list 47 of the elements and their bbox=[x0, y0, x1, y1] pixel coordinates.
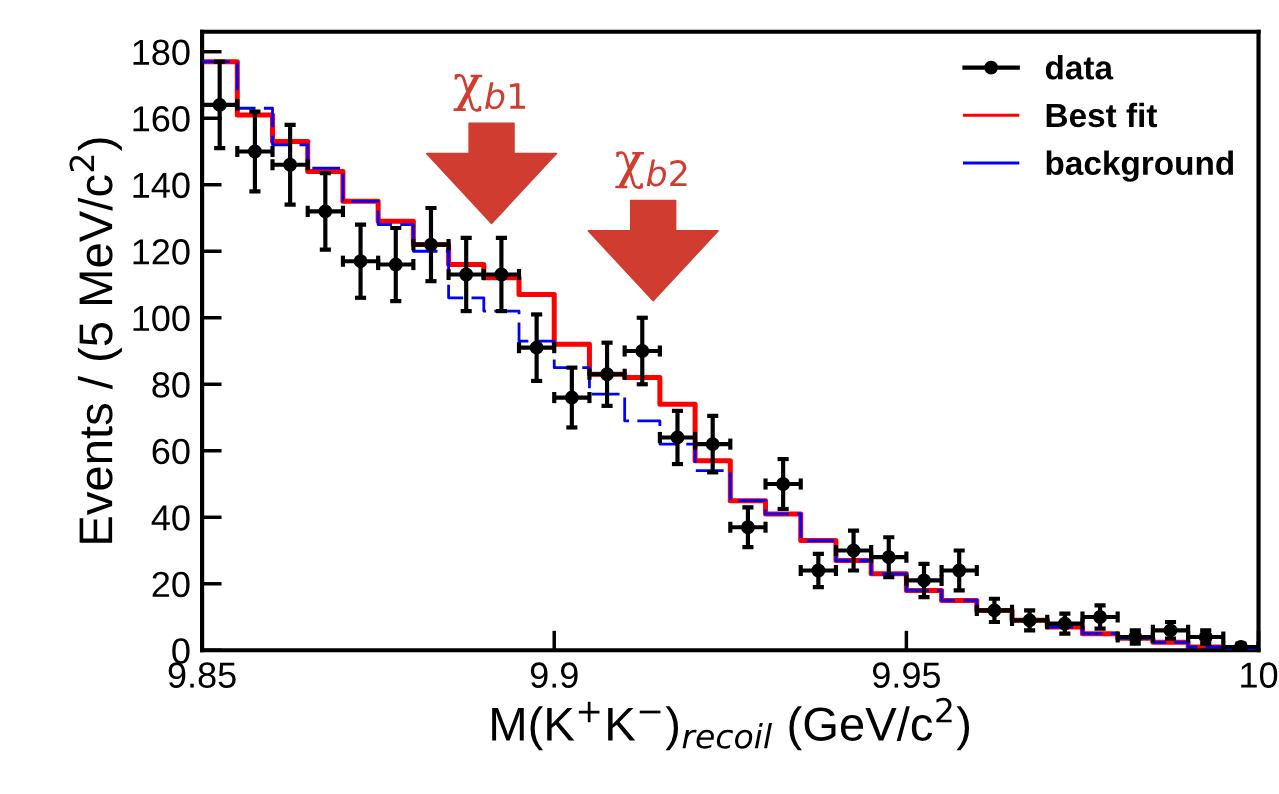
point bbox=[740, 520, 755, 535]
point bbox=[459, 267, 474, 282]
point bbox=[529, 340, 544, 355]
y-tick-label: 140 bbox=[133, 172, 190, 199]
y-tick-label: 60 bbox=[152, 438, 190, 465]
point bbox=[635, 344, 650, 358]
y-tick-label: 40 bbox=[151, 505, 190, 531]
legend-label: background bbox=[1046, 150, 1234, 182]
point bbox=[670, 430, 685, 445]
point bbox=[881, 550, 896, 565]
legend-label: data bbox=[1045, 55, 1114, 80]
text: M(K$^{+}$K$^{−}$)$_{recoil}$ (GeV/c$^{2}$) bbox=[492, 697, 970, 751]
point bbox=[318, 204, 333, 219]
x-tick-label: 9.95 bbox=[872, 662, 941, 688]
point bbox=[917, 573, 931, 588]
point bbox=[564, 390, 579, 405]
x-tick-label: 9.9 bbox=[530, 662, 578, 688]
annotation: χ$_{b2}$ bbox=[615, 151, 687, 189]
point bbox=[212, 97, 227, 112]
point bbox=[283, 157, 298, 172]
point bbox=[388, 257, 403, 272]
y-axis-title: Events / (5 MeV/c$^{2}$) bbox=[69, 138, 122, 543]
point bbox=[247, 144, 262, 159]
point bbox=[1093, 610, 1108, 624]
point bbox=[987, 603, 1002, 618]
point bbox=[494, 267, 509, 282]
point bbox=[846, 543, 861, 558]
point bbox=[952, 563, 967, 578]
x-tick-label: 10 bbox=[1241, 662, 1278, 688]
y-tick-label: 120 bbox=[133, 239, 190, 265]
y-tick-label: 100 bbox=[133, 305, 190, 332]
legend-label: Best fit bbox=[1046, 102, 1158, 128]
point bbox=[353, 254, 368, 269]
y-tick-label: 160 bbox=[133, 106, 190, 132]
point bbox=[811, 563, 826, 578]
y-tick-label: 0 bbox=[172, 638, 190, 664]
point bbox=[424, 237, 438, 252]
point bbox=[776, 477, 791, 491]
point bbox=[1163, 623, 1178, 638]
point bbox=[705, 437, 720, 452]
point bbox=[1233, 640, 1248, 651]
point bbox=[600, 367, 615, 382]
x-tick-label: 9.85 bbox=[168, 662, 236, 688]
y-tick-label: 20 bbox=[152, 571, 190, 598]
y-tick-label: 180 bbox=[133, 39, 190, 66]
y-tick-label: 80 bbox=[152, 372, 190, 398]
annotation: χ$_{b1}$ bbox=[453, 73, 526, 112]
